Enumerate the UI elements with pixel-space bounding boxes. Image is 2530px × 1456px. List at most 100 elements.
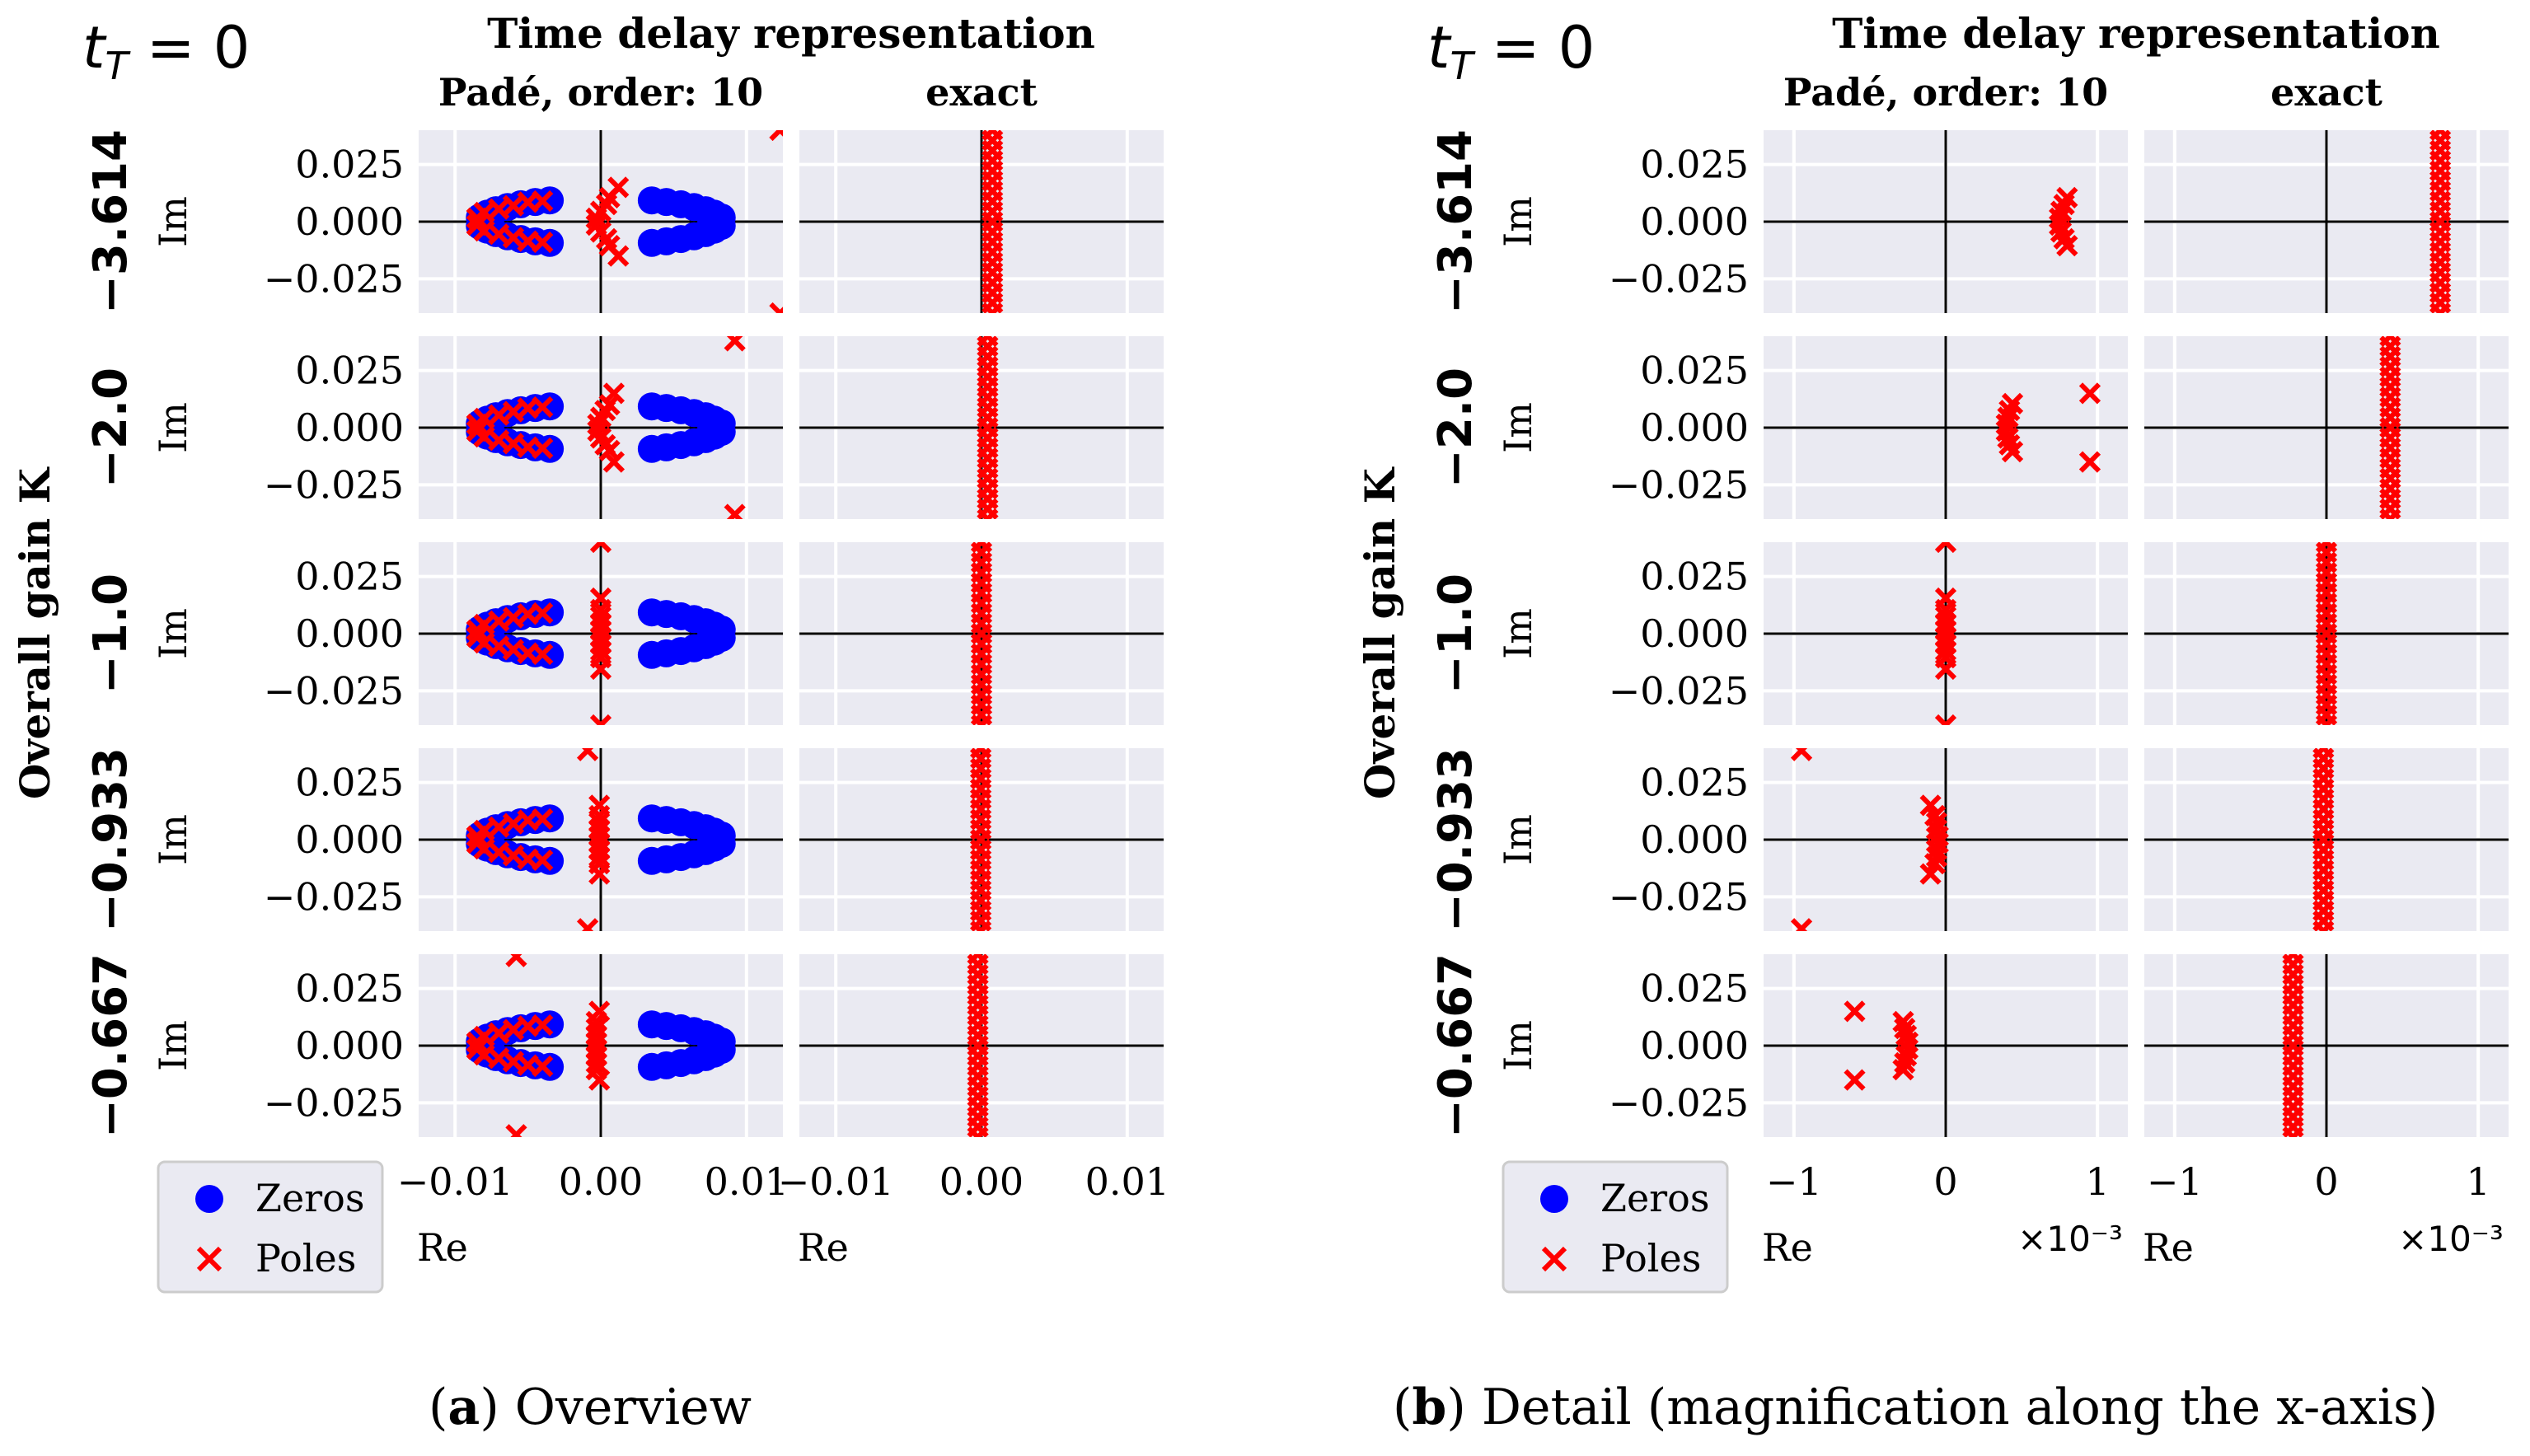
legend-pole-marker	[1541, 1246, 1567, 1272]
y-tick-label: −0.025	[264, 256, 404, 301]
pole-marker	[505, 1124, 527, 1137]
pole-marker	[970, 542, 993, 554]
pole-marker	[2001, 392, 2024, 414]
panel-pade	[1764, 542, 2128, 725]
panel-exact	[2144, 130, 2509, 313]
y-axis-label: Im	[151, 402, 195, 453]
pole-marker	[588, 794, 611, 817]
row-label: −1.0	[84, 574, 138, 694]
markers	[2379, 336, 2401, 519]
y-tick-label: 0.025	[1640, 967, 1749, 1011]
markers	[2282, 954, 2304, 1137]
row-label: −0.667	[84, 953, 138, 1138]
caption-paren-close: )	[1446, 1379, 1465, 1436]
y-axis-label: Im	[1496, 402, 1540, 453]
row-4: −0.667 Im 0.025 0.000 −0.025	[84, 953, 1164, 1138]
zero-marker	[536, 804, 565, 833]
row-1: −2.0 Im 0.025 0.000 −0.025	[84, 336, 1164, 519]
panel-pade	[419, 748, 783, 931]
row-0: −3.614 Im 0.025 0.000 −0.025	[84, 129, 1164, 314]
caption-text: Overview	[499, 1379, 752, 1436]
pole-marker	[1894, 1018, 1916, 1040]
pole-marker	[589, 714, 612, 725]
panel-exact	[799, 954, 1164, 1137]
pole-marker	[607, 176, 630, 199]
y-axis-label: Im	[1496, 814, 1540, 865]
zero-marker	[707, 829, 736, 858]
x-tick-label: −1	[2147, 1159, 2203, 1204]
x-offset-text: ×10⁻³	[2398, 1219, 2504, 1259]
legend: Zeros Poles	[1502, 1160, 1729, 1294]
pole-marker	[589, 658, 612, 681]
pole-marker	[967, 954, 989, 966]
pole-marker	[2282, 954, 2304, 966]
markers	[2315, 542, 2338, 725]
markers	[466, 336, 746, 519]
pole-marker	[1894, 1051, 1916, 1074]
pole-marker	[532, 808, 554, 831]
pole-marker	[576, 748, 599, 761]
figure-b: tT = 0 Time delay representation Padé, ord…	[1356, 9, 2509, 1436]
zero-marker	[536, 1010, 565, 1039]
pole-marker	[1934, 714, 1957, 725]
row-label: −2.0	[84, 368, 138, 488]
markers	[2429, 130, 2452, 313]
markers	[466, 130, 783, 313]
pole-marker	[2078, 382, 2101, 405]
markers	[2049, 186, 2078, 257]
y-tick-label: −0.025	[264, 1080, 404, 1125]
pole-marker	[2078, 451, 2101, 473]
y-tick-label: 0.000	[295, 611, 404, 656]
pole-marker	[1997, 406, 2019, 428]
markers	[1995, 382, 2101, 473]
panel-pade	[419, 336, 783, 519]
markers	[982, 130, 1004, 313]
x-offset-text: ×10⁻³	[2017, 1219, 2123, 1259]
panel-pade	[419, 130, 783, 313]
row-label: −0.933	[84, 747, 138, 932]
caption-text: Detail (magnification along the x-axis)	[1466, 1379, 2438, 1436]
pole-marker	[576, 918, 599, 931]
pole-marker	[602, 451, 625, 473]
legend-pole-marker	[196, 1246, 223, 1272]
panel-exact	[799, 336, 1164, 519]
zero-marker	[536, 186, 565, 215]
x-tick-label: −0.01	[778, 1159, 894, 1204]
panel-exact	[2144, 542, 2509, 725]
zero-marker	[707, 211, 736, 240]
markers	[1934, 542, 1957, 725]
title-subscript: T	[1450, 44, 1476, 88]
x-axis-label: Re	[1762, 1225, 1813, 1270]
y-tick-label: 0.025	[295, 349, 404, 393]
pole-marker	[1844, 1069, 1866, 1091]
y-tick-label: 0.000	[1640, 199, 1749, 244]
x-tick-label: 1	[2467, 1159, 2490, 1204]
pole-marker	[585, 1018, 607, 1040]
figure-title: tT = 0	[1427, 14, 1595, 88]
pole-marker	[1892, 1010, 1914, 1032]
y-tick-label: 0.025	[295, 761, 404, 805]
column-title-1: exact	[925, 70, 1038, 115]
y-axis-label: Im	[151, 608, 195, 659]
y-tick-label: −0.025	[1609, 668, 1749, 713]
x-tick-label: 0.01	[705, 1159, 789, 1204]
pole-marker	[602, 382, 625, 405]
pole-marker	[607, 245, 630, 267]
row-label: −3.614	[84, 129, 138, 314]
markers	[466, 748, 736, 931]
pole-marker	[1919, 863, 1942, 885]
pole-marker	[982, 130, 1004, 142]
x-tick-label: 0.00	[939, 1159, 1024, 1204]
caption-letter: b	[1412, 1379, 1446, 1436]
y-axis-label: Im	[1496, 608, 1540, 659]
pole-marker	[1892, 1059, 1914, 1081]
caption: (b) Detail (magnification along the x-ax…	[1393, 1379, 2438, 1436]
markers	[970, 542, 993, 725]
pole-marker	[2315, 542, 2338, 554]
x-tick-label: 0	[1933, 1159, 1957, 1204]
markers	[1790, 748, 1949, 931]
markers	[977, 336, 999, 519]
legend-zero-marker	[1540, 1185, 1568, 1213]
title-rest: = 0	[1473, 14, 1595, 82]
zero-marker	[536, 392, 565, 421]
